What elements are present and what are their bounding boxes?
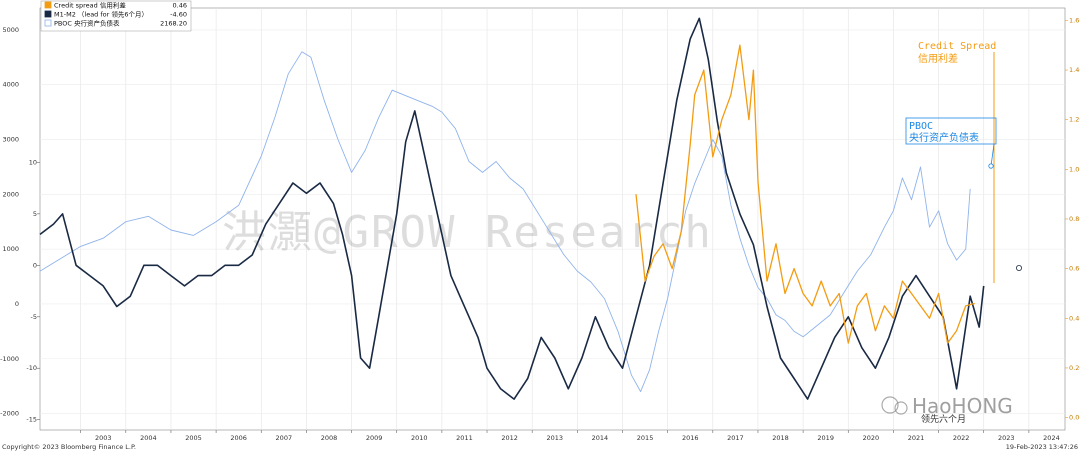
pboc-tick-label: 1000 xyxy=(2,245,19,253)
x-tick-label: 2020 xyxy=(863,434,880,442)
m1m2-tick-label: 10 xyxy=(29,158,37,166)
pboc-annotation-box xyxy=(905,117,997,145)
pboc-annotation-en: PBOC xyxy=(909,121,933,132)
x-tick-label: 2023 xyxy=(998,434,1015,442)
grid-lines xyxy=(40,8,1065,430)
legend-swatch xyxy=(44,10,52,18)
x-tick-label: 2017 xyxy=(727,434,744,442)
series-line-credit xyxy=(635,44,975,344)
x-tick-label: 2013 xyxy=(546,434,563,442)
x-tick-label: 2024 xyxy=(1043,434,1060,442)
legend: Credit spread 信用利差 0.46 M1-M2 （lead for 领先… xyxy=(40,0,192,32)
legend-label: M1-M2 （lead for 领先6个月） xyxy=(54,10,148,19)
pboc-annotation-leader xyxy=(990,143,995,167)
series-line-m1m2 xyxy=(39,17,985,400)
x-tick-label: 2022 xyxy=(953,434,970,442)
legend-value: 2168.20 xyxy=(160,20,187,28)
pboc-tick-label: 2000 xyxy=(2,190,19,198)
pboc-tick-label: -1000 xyxy=(0,355,19,363)
x-tick-label: 2021 xyxy=(908,434,925,442)
credit-tick-label: 0.60 xyxy=(1069,265,1080,273)
series-line-pboc xyxy=(39,51,971,393)
legend-label: Credit spread 信用利差 xyxy=(54,1,126,10)
credit-tick-label: 0.20 xyxy=(1069,364,1080,372)
x-tick-label: 2008 xyxy=(321,434,338,442)
credit-tick-label: 1.60 xyxy=(1069,16,1080,24)
x-tick-label: 2019 xyxy=(817,434,834,442)
credit-tick-label: 1.20 xyxy=(1069,116,1080,124)
legend-swatch xyxy=(44,1,52,9)
brand-name: HaoHONG xyxy=(912,394,1013,418)
pboc-tick-label: 5000 xyxy=(2,26,19,34)
credit-annotation-en: Credit Spread xyxy=(918,41,996,52)
credit-tick-label: 0.80 xyxy=(1069,215,1080,223)
m1m2-tick-label: 5 xyxy=(33,210,37,218)
credit-spread-axis: 0.00 0.20 0.40 0.60 0.80 1.00 1.20 1.40 1.60 xyxy=(1065,16,1080,422)
legend-value: -4.60 xyxy=(170,11,187,19)
legend-swatch xyxy=(44,19,52,27)
pboc-endpoint-marker xyxy=(988,163,994,169)
credit-tick-label: 0.40 xyxy=(1069,314,1080,322)
source-note: Copyright© 2023 Bloomberg Finance L.P. xyxy=(2,443,136,451)
legend-label: PBOC 央行资产负债表 xyxy=(54,19,120,28)
pboc-axis: -2000 -1000 0 1000 2000 3000 4000 5000 xyxy=(0,26,19,418)
m1m2-tick-label: -15 xyxy=(26,416,37,424)
credit-tick-label: 1.00 xyxy=(1069,165,1080,173)
timestamp: 19-Feb-2023 13:47:26 xyxy=(1006,443,1078,451)
x-tick-label: 2006 xyxy=(230,434,247,442)
pboc-tick-label: 3000 xyxy=(2,136,19,144)
legend-value: 0.46 xyxy=(173,2,187,10)
x-tick-label: 2004 xyxy=(140,434,157,442)
watermark: 洪灝@GROW Research xyxy=(222,207,713,258)
m1m2-tick-label: -5 xyxy=(31,313,37,321)
x-tick-label: 2005 xyxy=(185,434,202,442)
legend-box xyxy=(40,0,192,32)
plot-area xyxy=(39,7,1066,431)
x-tick-label: 2015 xyxy=(637,434,654,442)
x-tick-label: 2012 xyxy=(501,434,518,442)
credit-tick-label: 0.00 xyxy=(1069,414,1080,422)
x-tick-label: 2016 xyxy=(682,434,699,442)
pboc-tick-label: 0 xyxy=(15,300,19,308)
x-axis: 2003 2004 2005 2006 2007 2008 2009 2010 2011 2012… xyxy=(80,430,1060,442)
pboc-tick-label: 4000 xyxy=(2,81,19,89)
brand-logo: HaoHONG xyxy=(881,394,1013,418)
x-tick-label: 2007 xyxy=(276,434,293,442)
pboc-tick-label: -2000 xyxy=(0,410,19,418)
x-tick-label: 2010 xyxy=(411,434,428,442)
x-tick-label: 2003 xyxy=(95,434,112,442)
m1m2-tick-label: -10 xyxy=(26,364,37,372)
x-tick-label: 2018 xyxy=(772,434,789,442)
lead-annotation: 领先六个月 xyxy=(921,413,966,425)
m1m2-tick-label: 0 xyxy=(33,261,37,269)
m1m2-endpoint-marker xyxy=(1016,264,1023,271)
series-layer xyxy=(39,17,985,400)
pboc-annotation-cn: 央行资产负债表 xyxy=(909,131,979,144)
credit-annotation-cn: 信用利差 xyxy=(918,52,958,65)
m1m2-axis: -15 -10 -5 0 5 10 xyxy=(26,158,40,424)
credit-tick-label: 1.40 xyxy=(1069,66,1080,74)
x-tick-label: 2011 xyxy=(456,434,473,442)
x-tick-label: 2009 xyxy=(366,434,383,442)
x-tick-label: 2014 xyxy=(592,434,609,442)
